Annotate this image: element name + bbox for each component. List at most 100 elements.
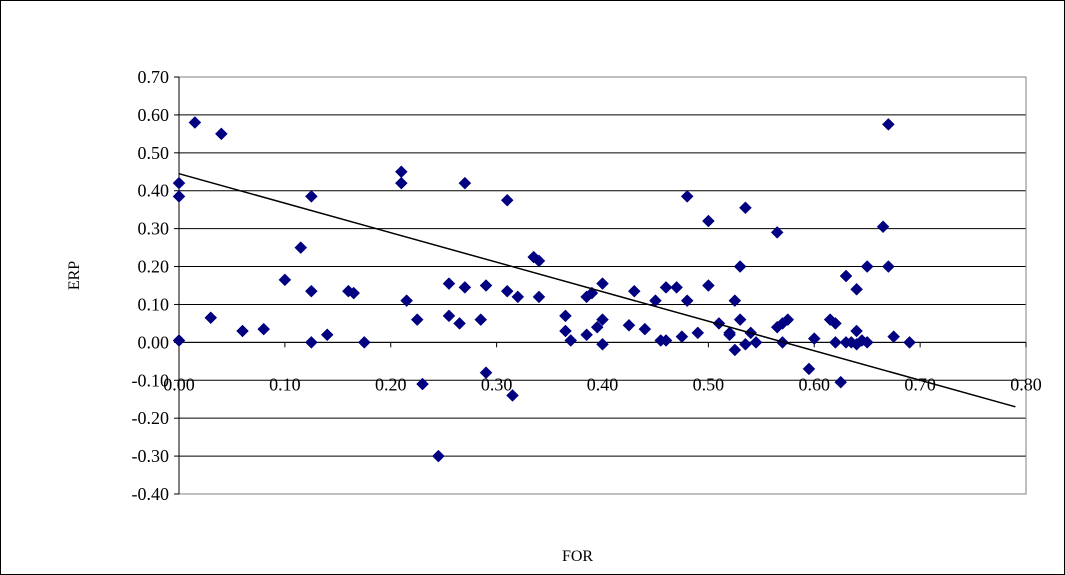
data-point [559,324,572,338]
x-tick-label: 0.10 [269,374,301,394]
data-point [204,311,218,325]
data-point [781,313,795,326]
data-point [622,318,636,332]
data-points [172,116,916,463]
data-point [394,165,408,179]
data-point [638,322,652,336]
data-point [400,294,413,308]
data-point [564,334,578,347]
data-point [410,313,424,326]
data-point [659,334,673,347]
data-point [432,449,445,463]
data-point [887,330,901,344]
data-point [500,193,514,207]
data-point [829,317,842,330]
data-point [172,190,186,203]
y-tick-label: -0.40 [132,484,170,504]
data-point [850,324,863,338]
data-point [675,330,689,344]
x-tick-label: 0.70 [904,374,936,394]
data-point [590,320,604,334]
data-point [532,290,546,304]
data-point [723,328,736,342]
x-tick-label: 0.60 [799,374,831,394]
data-point [860,336,874,349]
data-point [728,294,742,308]
data-point [659,281,673,294]
data-point [506,389,519,402]
y-tick-label: 0.30 [138,219,170,239]
data-point [739,337,752,351]
data-point [680,190,694,203]
data-point [357,336,371,349]
data-point [500,284,514,298]
y-tick-label: 0.00 [138,332,170,352]
data-point [749,336,763,349]
data-point [670,281,683,294]
data-point [257,322,271,336]
data-point [458,176,472,190]
y-tick-label: 0.50 [138,143,170,163]
data-point [442,309,456,323]
data-point [691,326,705,340]
data-point [802,362,816,376]
data-point [172,334,186,347]
data-point [876,220,890,234]
data-point [829,336,842,349]
x-axis-title: FOR [562,548,593,565]
data-point [347,286,361,300]
y-tick-label: 0.10 [138,294,170,314]
data-point [839,269,853,283]
data-point [416,377,429,391]
data-point [304,284,318,298]
data-point [188,116,202,129]
y-axis-title: ERP [66,261,83,290]
data-point [770,226,784,239]
data-point [733,313,747,326]
data-point [882,118,895,131]
data-point [304,190,318,203]
data-point [702,214,715,228]
x-tick-label: 0.80 [1010,374,1042,394]
data-point [627,284,641,298]
trendline [178,172,1016,408]
data-point [739,201,752,215]
data-point [596,277,609,290]
data-point [596,313,609,326]
x-tick-label: 0.00 [163,374,195,394]
data-point [214,127,228,141]
data-point [882,260,895,273]
data-point [559,309,572,323]
x-tick-label: 0.40 [587,374,619,394]
data-point [172,176,186,190]
data-point [680,294,694,308]
data-point [850,282,863,296]
data-point [728,343,742,357]
y-tick-label: 0.40 [138,181,170,201]
data-point [479,366,493,380]
data-point [596,337,609,351]
data-point [511,290,525,304]
y-tick-label: -0.20 [132,408,170,428]
data-point [294,241,308,254]
x-tick-label: 0.50 [693,374,725,394]
y-tick-label: 0.70 [138,67,170,87]
data-point [532,254,546,268]
data-point [320,328,334,342]
data-point [733,260,747,273]
data-point [278,273,292,287]
data-point [479,279,493,292]
data-point [903,336,916,349]
data-point [453,317,466,330]
data-point [834,375,848,389]
x-tick-label: 0.20 [375,374,407,394]
data-point [860,260,874,273]
data-point [580,328,593,342]
data-point [394,176,408,190]
y-tick-label: 0.60 [138,105,170,125]
tick-labels: 0.700.600.500.400.300.200.100.00-0.10-0.… [132,67,1042,504]
data-point [236,324,249,338]
y-tick-label: 0.20 [138,257,170,277]
